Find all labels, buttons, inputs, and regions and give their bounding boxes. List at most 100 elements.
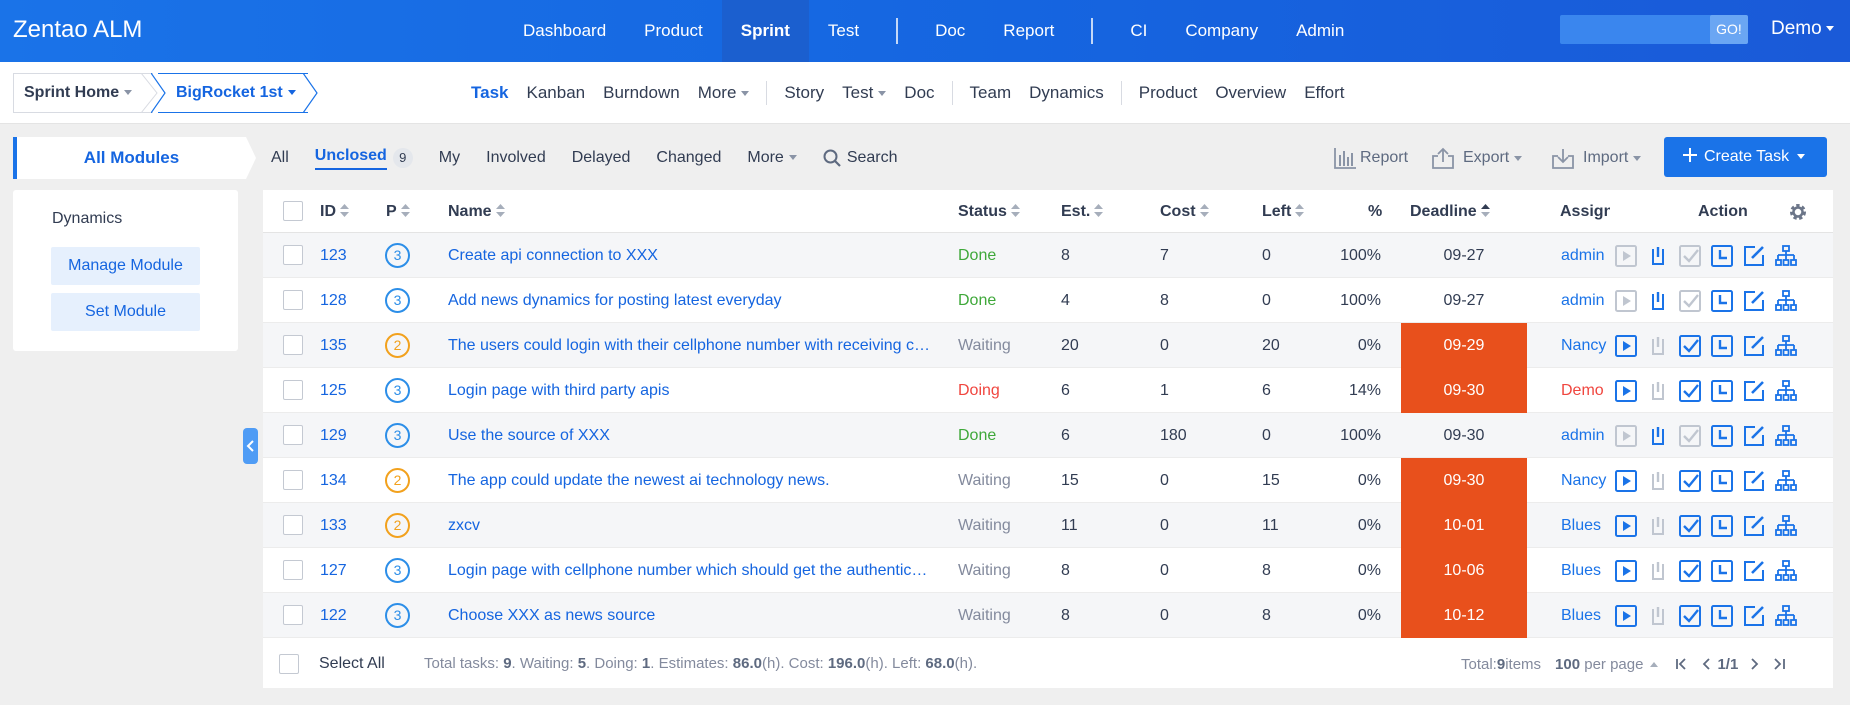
th-cost[interactable]: Cost — [1160, 190, 1209, 233]
row-checkbox[interactable] — [283, 290, 303, 310]
table-row[interactable]: 134 2 The app could update the newest ai t… — [263, 458, 1833, 503]
app-title[interactable]: Zentao ALM — [13, 16, 143, 43]
per-page-select[interactable]: 100 per page — [1555, 656, 1643, 673]
start-icon[interactable] — [1615, 424, 1637, 447]
subtask-icon[interactable] — [1775, 334, 1797, 357]
th-progress[interactable]: % — [1368, 203, 1383, 220]
sidebar-collapse-toggle[interactable] — [243, 428, 258, 464]
first-page-icon[interactable] — [1675, 657, 1689, 671]
edit-icon[interactable] — [1743, 470, 1765, 492]
row-checkbox[interactable] — [283, 605, 303, 625]
task-name-link[interactable]: Use the source of XXX — [448, 427, 610, 444]
manage-module-button[interactable]: Manage Module — [51, 247, 200, 285]
import-button[interactable]: Import — [1551, 137, 1642, 179]
pause-icon[interactable] — [1647, 515, 1669, 537]
task-name-link[interactable]: zxcv — [448, 517, 480, 534]
pause-icon[interactable] — [1647, 560, 1669, 582]
task-assignee[interactable]: Demo — [1561, 382, 1604, 399]
global-search-input[interactable] — [1560, 15, 1710, 44]
filter-all[interactable]: All — [271, 149, 289, 166]
row-checkbox[interactable] — [283, 380, 303, 400]
pause-icon[interactable] — [1647, 470, 1669, 492]
subtask-icon[interactable] — [1775, 244, 1797, 267]
subnav-item-task[interactable]: Task — [462, 83, 518, 103]
subtask-icon[interactable] — [1775, 424, 1797, 447]
task-assignee[interactable]: Nancy — [1561, 472, 1607, 489]
table-row[interactable]: 135 2 The users could login with their cel… — [263, 323, 1833, 368]
nav-item-ci[interactable]: CI — [1130, 21, 1148, 40]
pause-icon[interactable] — [1647, 290, 1669, 312]
effort-icon[interactable] — [1711, 604, 1733, 627]
table-row[interactable]: 129 3 Use the source of XXX Done 6 180 0 100% 09… — [263, 413, 1833, 458]
filter-delayed[interactable]: Delayed — [571, 149, 631, 166]
task-id[interactable]: 122 — [320, 607, 347, 624]
subtask-icon[interactable] — [1775, 559, 1797, 582]
table-row[interactable]: 123 3 Create api connection to XXX Done 8 7 0 1… — [263, 233, 1833, 278]
edit-icon[interactable] — [1743, 425, 1765, 447]
table-row[interactable]: 122 3 Choose XXX as news source Waiting 8 0 8 0… — [263, 593, 1833, 638]
th-estimate[interactable]: Est. — [1061, 190, 1104, 233]
task-assignee[interactable]: Nancy — [1561, 337, 1607, 354]
prev-page-icon[interactable] — [1699, 657, 1713, 671]
select-all-header-checkbox[interactable] — [283, 201, 303, 221]
subtask-icon[interactable] — [1775, 379, 1797, 402]
search-go-button[interactable]: GO! — [1710, 15, 1748, 44]
task-assignee[interactable]: admin — [1561, 247, 1605, 264]
task-name-link[interactable]: The app could update the newest ai techn… — [448, 472, 830, 489]
start-icon[interactable] — [1615, 514, 1637, 537]
subtask-icon[interactable] — [1775, 469, 1797, 492]
task-name-link[interactable]: Choose XXX as news source — [448, 607, 656, 624]
row-checkbox[interactable] — [283, 425, 303, 445]
finish-icon[interactable] — [1679, 559, 1701, 582]
effort-icon[interactable] — [1711, 379, 1733, 402]
effort-icon[interactable] — [1711, 514, 1733, 537]
breadcrumb-sprint-home[interactable]: Sprint Home — [13, 73, 153, 113]
start-icon[interactable] — [1615, 559, 1637, 582]
row-checkbox[interactable] — [283, 470, 303, 490]
subnav-item-effort[interactable]: Effort — [1295, 83, 1353, 103]
th-deadline[interactable]: Deadline — [1410, 190, 1490, 233]
finish-icon[interactable] — [1679, 514, 1701, 537]
task-id[interactable]: 134 — [320, 472, 347, 489]
pause-icon[interactable] — [1647, 245, 1669, 267]
edit-icon[interactable] — [1743, 560, 1765, 582]
nav-item-admin[interactable]: Admin — [1296, 21, 1345, 40]
edit-icon[interactable] — [1743, 335, 1765, 357]
task-name-link[interactable]: Login page with cellphone number which s… — [448, 562, 928, 579]
nav-item-company[interactable]: Company — [1185, 21, 1259, 40]
th-left[interactable]: Left — [1262, 190, 1305, 233]
task-id[interactable]: 128 — [320, 292, 347, 309]
task-assignee[interactable]: Blues — [1561, 562, 1602, 579]
edit-icon[interactable] — [1743, 245, 1765, 267]
table-row[interactable]: 128 3 Add news dynamics for posting latest… — [263, 278, 1833, 323]
task-assignee[interactable]: Blues — [1561, 607, 1602, 624]
task-name-link[interactable]: The users could login with their cellpho… — [448, 337, 931, 354]
gear-icon[interactable] — [1788, 202, 1808, 222]
pause-icon[interactable] — [1647, 335, 1669, 357]
nav-item-doc[interactable]: Doc — [935, 21, 966, 40]
task-name-link[interactable]: Add news dynamics for posting latest eve… — [448, 292, 782, 309]
subnav-item-more[interactable]: More — [689, 83, 759, 103]
breadcrumb-sprint-select[interactable]: BigRocket 1st — [158, 73, 308, 113]
table-row[interactable]: 127 3 Login page with cellphone number whi… — [263, 548, 1833, 593]
task-name-link[interactable]: Create api connection to XXX — [448, 247, 658, 264]
effort-icon[interactable] — [1711, 289, 1733, 312]
start-icon[interactable] — [1615, 334, 1637, 357]
select-all-checkbox[interactable] — [279, 654, 299, 674]
start-icon[interactable] — [1615, 289, 1637, 312]
nav-item-sprint[interactable]: Sprint — [721, 0, 809, 62]
filter-unclosed[interactable]: Unclosed — [314, 147, 387, 170]
task-id[interactable]: 135 — [320, 337, 347, 354]
finish-icon[interactable] — [1679, 379, 1701, 402]
pause-icon[interactable] — [1647, 605, 1669, 627]
edit-icon[interactable] — [1743, 380, 1765, 402]
filter-my[interactable]: My — [438, 149, 461, 166]
filter-changed[interactable]: Changed — [656, 149, 722, 166]
effort-icon[interactable] — [1711, 244, 1733, 267]
subtask-icon[interactable] — [1775, 289, 1797, 312]
effort-icon[interactable] — [1711, 334, 1733, 357]
finish-icon[interactable] — [1679, 424, 1701, 447]
finish-icon[interactable] — [1679, 289, 1701, 312]
task-name-link[interactable]: Login page with third party apis — [448, 382, 670, 399]
effort-icon[interactable] — [1711, 469, 1733, 492]
